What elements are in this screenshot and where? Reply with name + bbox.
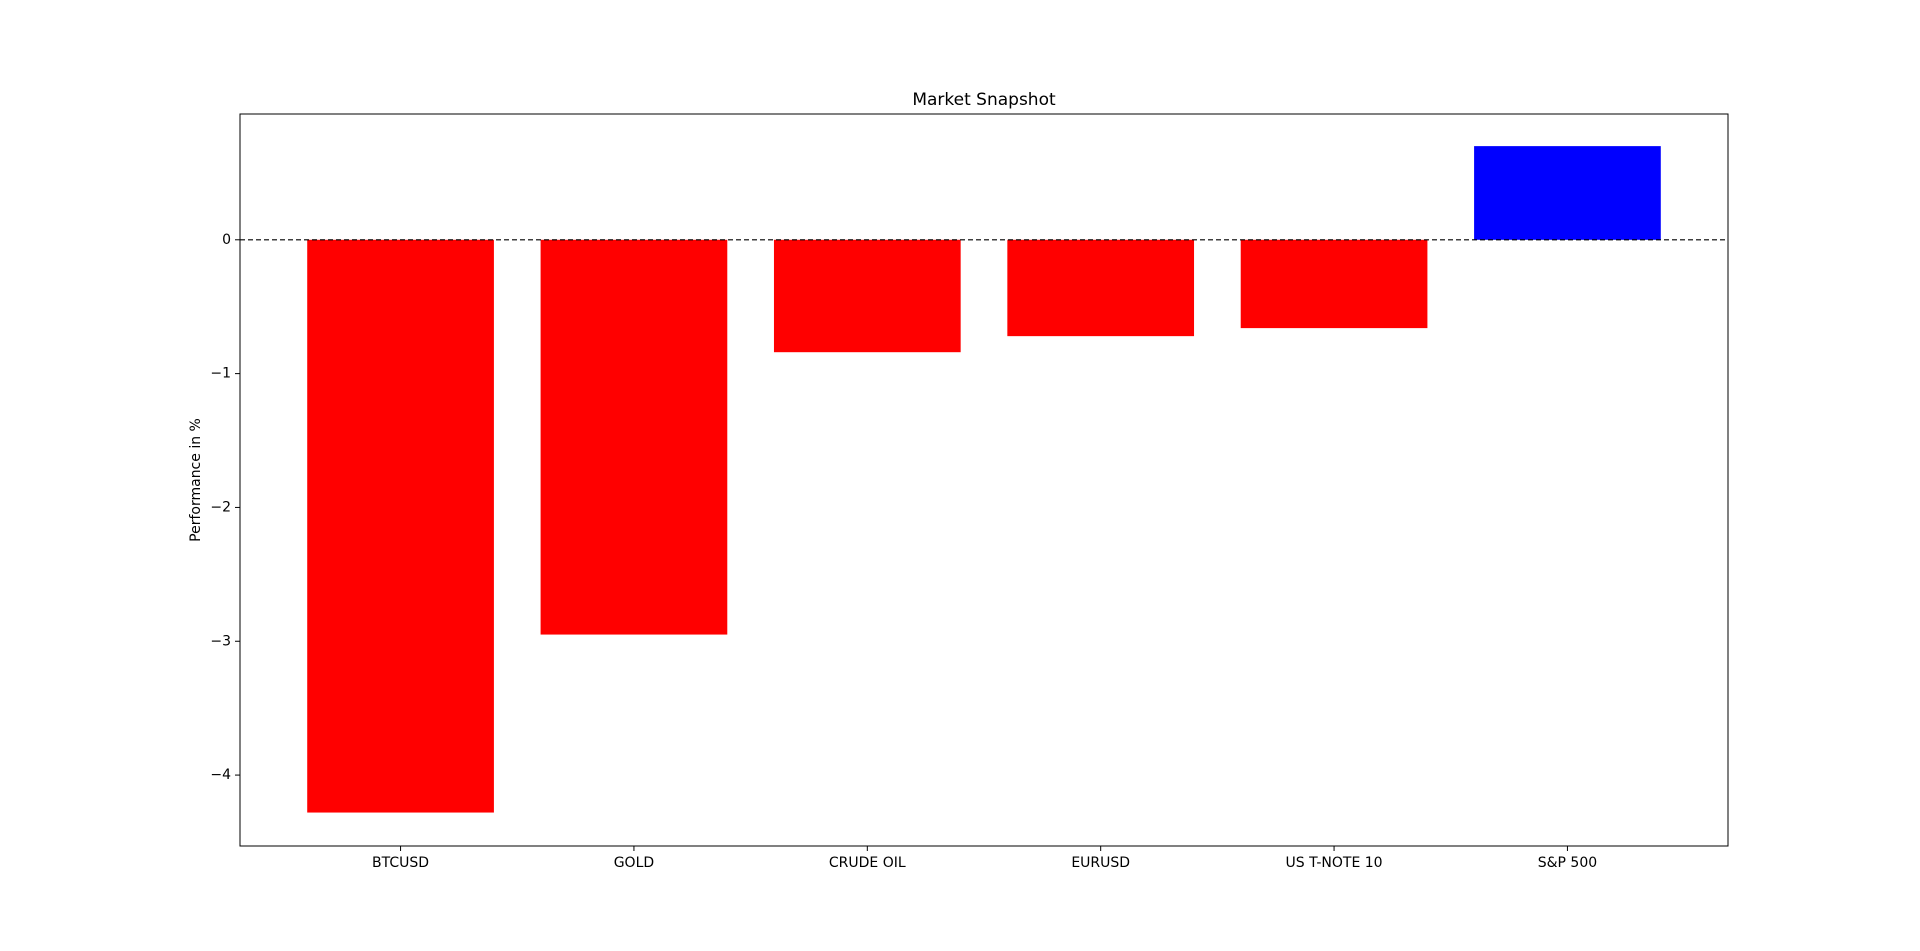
y-tick-label: −1 <box>210 366 231 382</box>
bar <box>540 239 728 635</box>
bar <box>307 239 494 813</box>
bar <box>1474 146 1661 240</box>
y-tick-label: −4 <box>210 767 231 783</box>
x-tick-label: CRUDE OIL <box>829 855 906 871</box>
bar <box>1007 239 1195 337</box>
x-tick-label: BTCUSD <box>372 855 429 871</box>
y-axis-label: Performance in % <box>188 418 204 542</box>
y-tick-label: −3 <box>210 633 231 649</box>
bar <box>773 239 961 353</box>
chart-title: Market Snapshot <box>912 90 1056 110</box>
x-tick-label: S&P 500 <box>1538 855 1597 871</box>
x-tick-label: GOLD <box>614 855 654 871</box>
y-tick-label: −2 <box>210 499 231 515</box>
x-tick-label: US T-NOTE 10 <box>1286 855 1383 871</box>
x-tick-label: EURUSD <box>1071 855 1130 871</box>
y-tick-label: 0 <box>222 232 231 248</box>
bar <box>1240 239 1428 329</box>
plot-frame <box>239 113 1729 847</box>
